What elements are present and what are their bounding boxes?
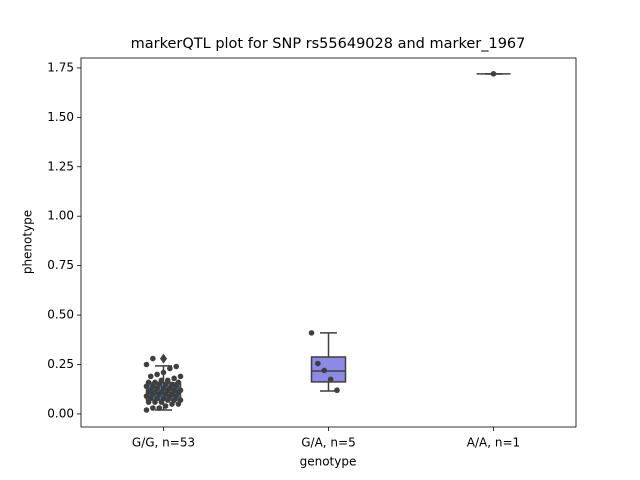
- point: [177, 373, 184, 380]
- point: [160, 369, 167, 376]
- point: [164, 377, 171, 384]
- point: [175, 379, 182, 386]
- point: [177, 397, 184, 403]
- point: [150, 405, 156, 411]
- y-tick-label: 1.75: [47, 60, 74, 74]
- y-tick-label: 0.00: [47, 406, 74, 420]
- point: [145, 379, 152, 386]
- point: [162, 403, 169, 409]
- x-tick-label: G/G, n=53: [132, 436, 195, 450]
- point: [156, 405, 163, 411]
- point: [167, 365, 173, 372]
- y-axis-label: phenotype: [21, 210, 35, 274]
- y-tick-label: 0.75: [47, 258, 74, 272]
- y-tick-label: 1.25: [47, 159, 74, 173]
- plot-frame: [80, 57, 577, 428]
- y-tick-label: 0.50: [47, 308, 74, 322]
- point: [321, 367, 328, 374]
- flier: [160, 353, 167, 364]
- x-tick-label: A/A, n=1: [467, 436, 520, 450]
- point: [177, 387, 184, 394]
- point: [308, 330, 315, 336]
- point: [490, 71, 497, 77]
- y-tick-label: 1.50: [47, 110, 74, 124]
- point: [334, 387, 340, 394]
- point: [169, 381, 175, 388]
- x-axis-label: genotype: [300, 455, 357, 469]
- point: [150, 355, 156, 362]
- point: [315, 360, 321, 367]
- x-tick-label: G/A, n=5: [301, 436, 355, 450]
- point: [158, 377, 165, 384]
- point: [171, 375, 177, 382]
- y-tick-label: 1.00: [47, 209, 74, 223]
- y-tick-label: 0.25: [47, 357, 74, 371]
- point: [147, 373, 154, 380]
- chart-title: markerQTL plot for SNP rs55649028 and ma…: [131, 36, 526, 52]
- point: [143, 361, 150, 368]
- point: [154, 371, 160, 378]
- point: [173, 363, 180, 370]
- point: [327, 376, 334, 383]
- point: [152, 379, 158, 386]
- point: [143, 407, 150, 413]
